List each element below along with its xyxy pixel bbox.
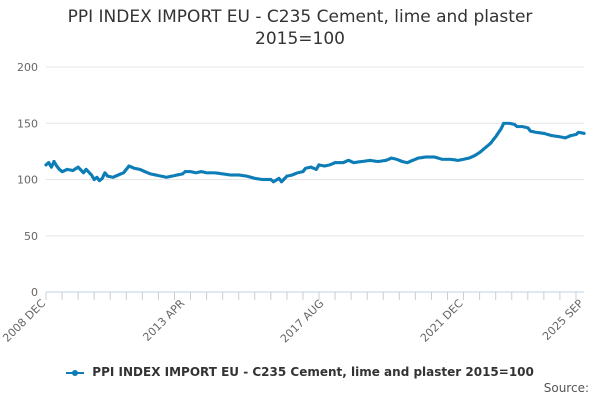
y-tick-label: 0	[31, 286, 38, 299]
legend-swatch	[66, 369, 85, 377]
y-axis-labels: 0 50 100 150 200	[17, 61, 38, 299]
chart-title-line-2: 2015=100	[255, 29, 345, 49]
y-tick-label: 100	[17, 174, 38, 187]
x-tick-label: 2008 DEC	[0, 297, 48, 345]
grid-lines	[46, 66, 584, 237]
x-tick-label: 2013 APR	[140, 297, 187, 344]
legend[interactable]: PPI INDEX IMPORT EU - C235 Cement, lime …	[0, 365, 600, 379]
x-axis: 2008 DEC 2013 APR 2017 AUG 2021 DEC 2025 SEP	[0, 291, 586, 346]
y-tick-label: 50	[24, 230, 38, 243]
series-layer	[44, 121, 586, 184]
chart-title: PPI INDEX IMPORT EU - C235 Cement, lime …	[0, 6, 600, 50]
x-tick-label: 2025 SEP	[540, 297, 586, 343]
series-line	[45, 122, 585, 183]
data-point[interactable]	[582, 131, 586, 135]
x-tick-label: 2017 AUG	[278, 297, 327, 346]
y-tick-label: 200	[17, 61, 38, 74]
legend-label: PPI INDEX IMPORT EU - C235 Cement, lime …	[92, 365, 534, 379]
y-tick-label: 150	[17, 117, 38, 130]
x-tick-label: 2021 DEC	[418, 297, 466, 345]
chart-title-line-1: PPI INDEX IMPORT EU - C235 Cement, lime …	[67, 7, 533, 27]
source-label: Source:	[543, 381, 589, 395]
